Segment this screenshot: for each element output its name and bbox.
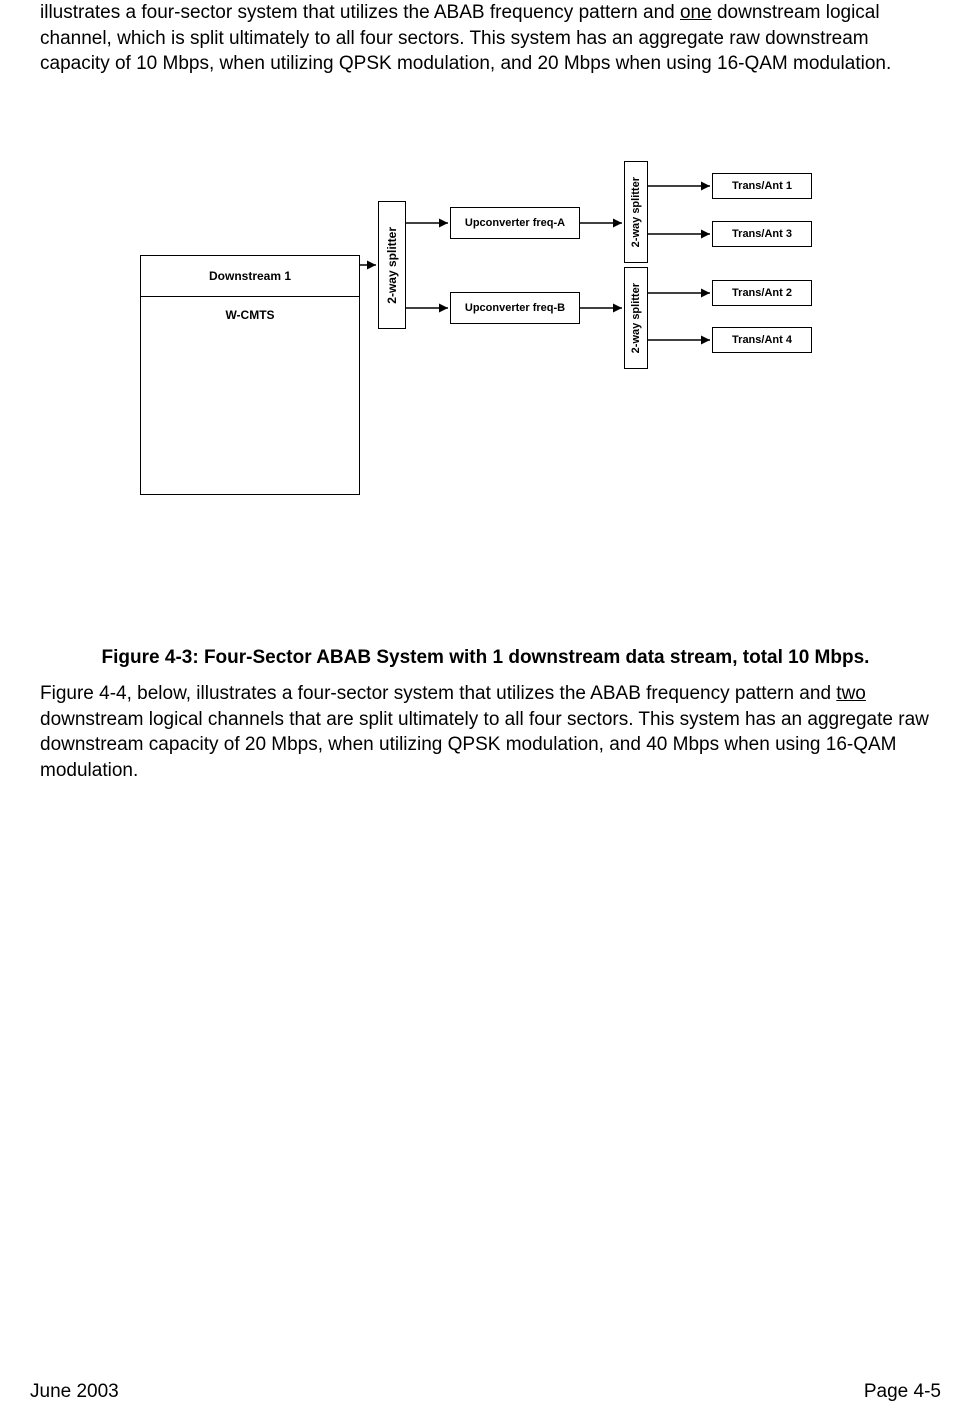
node-upconverter-b: Upconverter freq-B bbox=[450, 292, 580, 324]
para2-underlined: two bbox=[836, 683, 866, 704]
para1-pre: illustrates a four-sector system that ut… bbox=[40, 2, 680, 23]
node-upconverter-a: Upconverter freq-A bbox=[450, 207, 580, 239]
paragraph-2: Figure 4-4, below, illustrates a four-se… bbox=[40, 681, 931, 784]
document-page: illustrates a four-sector system that ut… bbox=[0, 0, 971, 1423]
node-splitter-b: 2-way splitter bbox=[624, 267, 648, 369]
splitter-main-label: 2-way splitter bbox=[385, 227, 399, 304]
transant-2-label: Trans/Ant 2 bbox=[732, 287, 792, 299]
wcmts-label: W-CMTS bbox=[225, 308, 274, 322]
para2-post: downstream logical channels that are spl… bbox=[40, 709, 929, 781]
para2-pre: Figure 4-4, below, illustrates a four-se… bbox=[40, 683, 836, 704]
node-transant-4: Trans/Ant 4 bbox=[712, 327, 812, 353]
figure-4-3-diagram: Downstream 1 W-CMTS 2-way splitter Upcon… bbox=[40, 137, 931, 617]
wcmts-downstream-label: Downstream 1 bbox=[209, 269, 291, 283]
figure-4-3-caption: Figure 4-3: Four-Sector ABAB System with… bbox=[40, 647, 931, 669]
upconverter-a-label: Upconverter freq-A bbox=[465, 217, 565, 229]
node-transant-2: Trans/Ant 2 bbox=[712, 280, 812, 306]
footer-date: June 2003 bbox=[30, 1381, 119, 1403]
node-wcmts: Downstream 1 W-CMTS bbox=[140, 255, 360, 495]
para1-underlined: one bbox=[680, 2, 712, 23]
page-footer: June 2003 Page 4-5 bbox=[30, 1381, 941, 1403]
footer-page-number: Page 4-5 bbox=[864, 1381, 941, 1403]
upconverter-b-label: Upconverter freq-B bbox=[465, 302, 565, 314]
node-transant-1: Trans/Ant 1 bbox=[712, 173, 812, 199]
transant-4-label: Trans/Ant 4 bbox=[732, 334, 792, 346]
splitter-a-label: 2-way splitter bbox=[630, 177, 642, 247]
splitter-b-label: 2-way splitter bbox=[630, 283, 642, 353]
paragraph-1: illustrates a four-sector system that ut… bbox=[40, 0, 931, 77]
node-splitter-a: 2-way splitter bbox=[624, 161, 648, 263]
node-transant-3: Trans/Ant 3 bbox=[712, 221, 812, 247]
transant-3-label: Trans/Ant 3 bbox=[732, 228, 792, 240]
node-splitter-main: 2-way splitter bbox=[378, 201, 406, 329]
transant-1-label: Trans/Ant 1 bbox=[732, 180, 792, 192]
